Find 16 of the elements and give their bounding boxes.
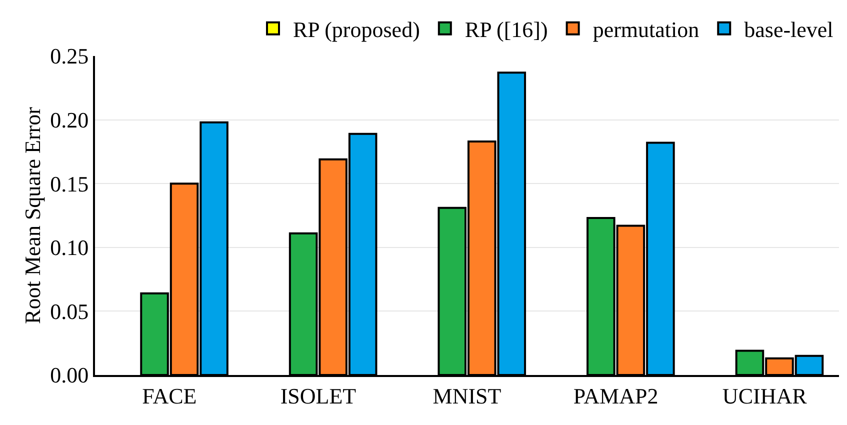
legend-label: base-level [744,17,834,42]
y-tick-label: 0.05 [50,298,89,324]
y-tick-label: 0.20 [50,108,89,132]
x-tick-label: ISOLET [280,383,357,408]
y-tick-label: 0.00 [50,362,89,388]
y-tick-label: 0.25 [50,44,89,69]
x-tick-label: MNIST [432,383,502,408]
legend-label: permutation [592,17,700,42]
y-tick-label: 0.10 [50,235,89,260]
legend-label: RP (proposed) [293,17,420,42]
legend-label: RP ([16]) [464,17,548,42]
x-tick-label: PAMAP2 [573,383,658,408]
x-tick-label: FACE [142,383,197,408]
y-axis-title: Root Mean Square Error [20,106,45,324]
x-tick-label: UCIHAR [722,383,808,408]
y-tick-label: 0.15 [50,171,89,196]
